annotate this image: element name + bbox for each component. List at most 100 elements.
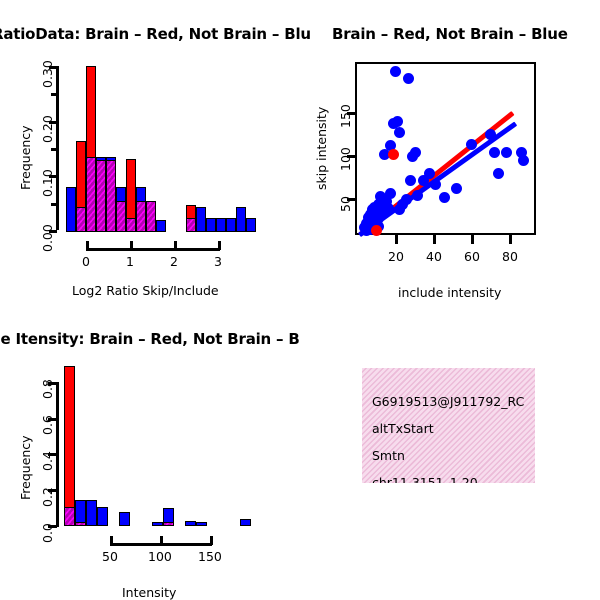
- scatter-title: Brain – Red, Not Brain – Blue: [332, 25, 568, 43]
- scatter-point: [451, 183, 462, 194]
- scatter-xticklabel-2: 60: [464, 249, 480, 264]
- annotation-locus: chr11.3151–1.20: [372, 475, 478, 483]
- intensity-hist-xticklabel-1: 100: [148, 549, 172, 564]
- scatter-point-highlight: [388, 149, 399, 160]
- scatter-point: [383, 203, 394, 214]
- scatter-ytick-50: [347, 198, 356, 201]
- scatter-point-highlight: [371, 225, 382, 236]
- ratio-hist-ytick-0.30: [49, 66, 57, 69]
- ratio-hist-xticklabel-2: 2: [170, 254, 178, 269]
- bar-overlap: [163, 522, 174, 526]
- intensity-hist-title: ne Itensity: Brain – Red, Not Brain – B: [0, 330, 300, 348]
- scatter-xticklabel-0: 20: [388, 249, 404, 264]
- ratio-hist-yticklabel-3: 0.30: [40, 60, 55, 88]
- bar-red: [64, 366, 75, 526]
- ratio-hist-xtick-2: [174, 241, 177, 250]
- bar-overlap: [116, 201, 126, 232]
- ratio-hist-ytick-0.15: [51, 148, 57, 151]
- scatter-point: [385, 140, 396, 151]
- ratio-hist-xticklabel-3: 3: [214, 254, 222, 269]
- scatter-point: [381, 196, 392, 207]
- bar-overlap: [75, 522, 86, 526]
- panel-intensity-scatter: Brain – Red, Not Brain – Blue skip inten…: [300, 0, 600, 310]
- bar-blue: [246, 218, 256, 232]
- scatter-point: [501, 147, 512, 158]
- panel-ratio-histogram: RatioData: Brain – Red, Not Brain – Blu …: [0, 0, 311, 310]
- bar-blue: [185, 521, 196, 526]
- scatter-xlabel: include intensity: [398, 285, 502, 300]
- bar-overlap: [76, 207, 86, 232]
- scatter-point: [405, 175, 416, 186]
- ratio-hist-yticklabel-2: 0.20: [40, 115, 55, 143]
- ratio-hist-yticklabel-1: 0.10: [40, 169, 55, 197]
- scatter-point: [375, 191, 386, 202]
- bar-overlap: [146, 201, 156, 232]
- bar-blue: [97, 507, 108, 526]
- scatter-ylabel: skip intensity: [314, 106, 329, 190]
- scatter-point: [485, 129, 496, 140]
- intensity-hist-xticklabel-0: 50: [102, 549, 118, 564]
- scatter-yticklabel-0: 50: [338, 196, 353, 212]
- intensity-hist-yticklabel-1: 0.2: [40, 487, 55, 507]
- bar-overlap: [96, 160, 106, 232]
- scatter-point: [361, 225, 372, 236]
- ratio-hist-ytick-0.20: [49, 121, 57, 124]
- bar-blue: [66, 187, 76, 232]
- annotation-box: G6919513@J911792_RC altTxStart Smtn chr1…: [362, 368, 535, 483]
- bar-blue: [240, 519, 251, 526]
- bar-overlap: [64, 507, 75, 526]
- scatter-point: [394, 204, 405, 215]
- intensity-hist-ylabel: Frequency: [18, 435, 33, 500]
- ratio-hist-xticklabel-1: 1: [126, 254, 134, 269]
- bar-blue: [216, 218, 226, 232]
- intensity-hist-yticklabel-0: 0.0: [40, 523, 55, 543]
- intensity-hist-ytick-0.2: [48, 489, 57, 492]
- scatter-point: [412, 190, 423, 201]
- scatter-point: [377, 208, 388, 219]
- scatter-point: [390, 66, 401, 77]
- scatter-xtick-80: [509, 235, 512, 244]
- scatter-xtick-20: [395, 235, 398, 244]
- annotation-probe-id: G6919513@J911792_RC: [372, 394, 525, 409]
- ratio-hist-yticklabel-0: 0.00: [40, 224, 55, 252]
- ratio-hist-ylabel: Frequency: [18, 125, 33, 190]
- intensity-hist-ytick-0.0: [48, 525, 57, 528]
- ratio-hist-xtick-1: [130, 241, 133, 250]
- scatter-point: [489, 147, 500, 158]
- scatter-point: [392, 116, 403, 127]
- scatter-point: [373, 213, 384, 224]
- scatter-point: [424, 168, 435, 179]
- scatter-point: [379, 149, 390, 160]
- scatter-plot-frame: [355, 62, 536, 235]
- bar-overlap: [126, 218, 136, 232]
- intensity-hist-yticklabel-2: 0.4: [40, 451, 55, 471]
- intensity-hist-xticklabel-2: 150: [198, 549, 222, 564]
- scatter-ytick-150: [347, 112, 356, 115]
- ratio-hist-title: RatioData: Brain – Red, Not Brain – Blu: [0, 25, 311, 43]
- ratio-hist-y-axis: [56, 66, 59, 230]
- ratio-hist-ytick-0.25: [51, 93, 57, 96]
- bar-blue: [196, 522, 207, 526]
- scatter-yticklabel-2: 150: [338, 104, 353, 128]
- scatter-xtick-40: [433, 235, 436, 244]
- scatter-point: [394, 127, 405, 138]
- bar-blue: [86, 500, 97, 526]
- panel-intensity-histogram: ne Itensity: Brain – Red, Not Brain – B …: [0, 310, 300, 600]
- scatter-point: [516, 147, 527, 158]
- bar-blue: [156, 220, 166, 232]
- panel-annotation: G6919513@J911792_RC altTxStart Smtn chr1…: [300, 310, 600, 600]
- ratio-hist-ytick-0.00: [49, 230, 57, 233]
- scatter-point: [430, 179, 441, 190]
- scatter-xtick-60: [471, 235, 474, 244]
- intensity-hist-xtick-100: [160, 536, 163, 545]
- scatter-point: [466, 139, 477, 150]
- ratio-hist-x-axis: [86, 248, 220, 251]
- scatter-xticklabel-1: 40: [426, 249, 442, 264]
- intensity-hist-y-axis: [56, 382, 59, 527]
- ratio-hist-xlabel: Log2 Ratio Skip/Include: [72, 283, 219, 298]
- scatter-point: [493, 168, 504, 179]
- scatter-xticklabel-3: 80: [502, 249, 518, 264]
- scatter-yticklabel-1: 100: [338, 147, 353, 171]
- bar-overlap: [186, 218, 196, 232]
